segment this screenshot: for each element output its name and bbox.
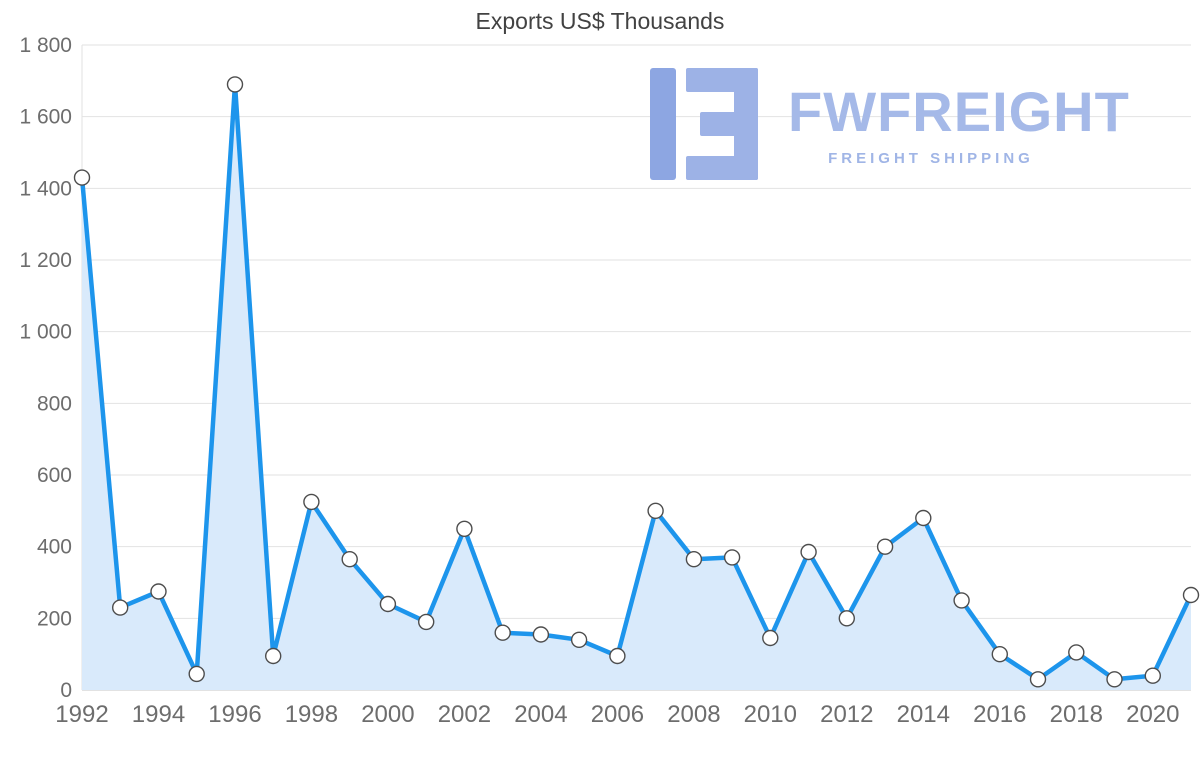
fwfreight-logo-icon: [650, 68, 758, 180]
y-tick-label: 1 600: [19, 106, 72, 129]
data-point-marker: [609, 647, 626, 665]
data-point-marker: [647, 502, 664, 519]
x-tick-label: 2002: [438, 701, 491, 728]
logo-tagline: FREIGHT SHIPPING: [828, 150, 1034, 167]
data-point-marker: [456, 520, 473, 537]
data-point-marker: [379, 595, 397, 613]
data-point-marker: [1144, 667, 1162, 684]
data-point-marker: [800, 543, 817, 561]
x-tick-label: 1994: [132, 701, 185, 728]
logo-name: FWFREIGHT: [788, 80, 1130, 143]
data-point-marker: [226, 76, 244, 93]
y-tick-label: 1 400: [19, 177, 72, 200]
y-tick-label: 800: [37, 392, 72, 415]
y-tick-label: 1 200: [19, 249, 72, 272]
data-point-marker: [418, 613, 435, 631]
x-tick-label: 2016: [973, 701, 1026, 728]
x-tick-label: 1996: [208, 701, 261, 728]
data-point-marker: [1106, 671, 1123, 688]
data-point-marker: [685, 551, 703, 568]
data-point-marker: [494, 624, 511, 641]
x-tick-label: 2008: [667, 701, 720, 728]
y-tick-label: 400: [37, 536, 72, 559]
data-point-marker: [265, 647, 282, 665]
x-tick-label: 2012: [820, 701, 873, 728]
logo-text: FWFREIGHT FREIGHT SHIPPING: [788, 66, 1130, 168]
data-point-marker: [111, 599, 129, 616]
data-point-marker: [762, 629, 779, 647]
x-tick-label: 2000: [361, 701, 414, 728]
data-point-marker: [1182, 586, 1200, 604]
chart-title: Exports US$ Thousands: [475, 8, 725, 34]
x-tick-label: 2020: [1126, 701, 1179, 728]
data-point-marker: [915, 509, 932, 527]
y-tick-label: 0: [60, 679, 72, 702]
fwfreight-logo: FWFREIGHT FREIGHT SHIPPING: [648, 66, 1130, 182]
data-point-marker: [188, 665, 205, 683]
x-tick-label: 2014: [897, 701, 950, 728]
data-point-marker: [1029, 671, 1047, 688]
data-point-marker: [953, 592, 970, 609]
data-point-marker: [723, 549, 741, 566]
x-tick-label: 1992: [55, 701, 108, 728]
data-point-marker: [1068, 644, 1085, 661]
data-point-marker: [150, 583, 167, 600]
y-tick-label: 600: [37, 464, 72, 487]
x-tick-label: 2004: [514, 701, 567, 728]
x-tick-label: 2018: [1050, 701, 1103, 728]
y-tick-label: 1 800: [19, 34, 72, 57]
data-point-marker: [73, 169, 91, 186]
data-point-marker: [532, 626, 550, 643]
data-point-marker: [303, 493, 320, 511]
x-tick-label: 1998: [285, 701, 338, 728]
data-point-marker: [876, 538, 894, 555]
data-point-marker: [570, 631, 588, 648]
x-tick-label: 2010: [744, 701, 797, 728]
data-point-marker: [341, 551, 358, 568]
y-tick-label: 200: [37, 607, 72, 630]
y-tick-label: 1 000: [19, 321, 72, 344]
data-point-marker: [991, 646, 1008, 663]
x-tick-label: 2006: [591, 701, 644, 728]
series-area-fill: [82, 84, 1191, 690]
data-point-marker: [838, 610, 855, 627]
